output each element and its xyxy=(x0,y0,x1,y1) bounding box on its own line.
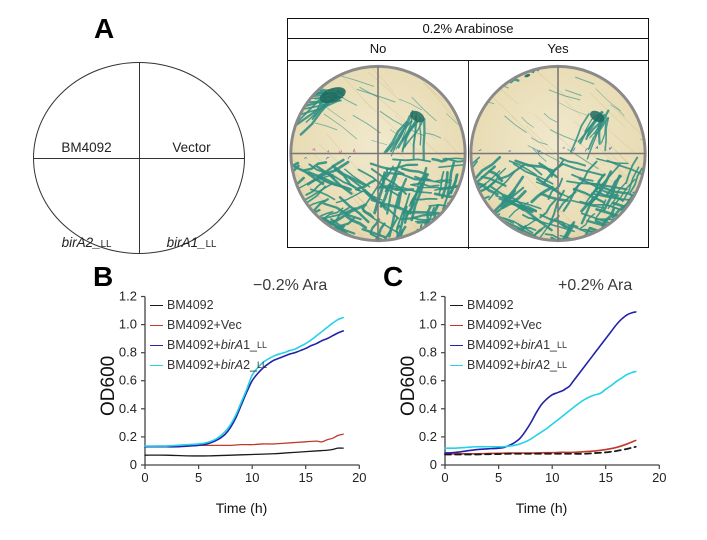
svg-text:1.0: 1.0 xyxy=(118,317,136,332)
svg-text:0.2: 0.2 xyxy=(418,429,436,444)
svg-text:0.4: 0.4 xyxy=(118,401,136,416)
svg-text:0.6: 0.6 xyxy=(418,373,436,388)
svg-text:0: 0 xyxy=(429,457,436,472)
svg-text:0: 0 xyxy=(441,470,448,485)
svg-text:5: 5 xyxy=(494,470,501,485)
svg-text:1.0: 1.0 xyxy=(418,317,436,332)
svg-text:0.4: 0.4 xyxy=(418,401,436,416)
svg-text:0.6: 0.6 xyxy=(118,373,136,388)
svg-text:10: 10 xyxy=(244,470,258,485)
svg-text:1.2: 1.2 xyxy=(118,289,136,304)
svg-text:10: 10 xyxy=(544,470,558,485)
svg-text:15: 15 xyxy=(298,470,312,485)
svg-text:20: 20 xyxy=(652,470,666,485)
svg-text:5: 5 xyxy=(194,470,201,485)
svg-text:20: 20 xyxy=(352,470,366,485)
svg-text:0.8: 0.8 xyxy=(118,345,136,360)
svg-text:0: 0 xyxy=(141,470,148,485)
svg-text:15: 15 xyxy=(598,470,612,485)
svg-text:0.8: 0.8 xyxy=(418,345,436,360)
svg-text:0.2: 0.2 xyxy=(118,429,136,444)
svg-text:0: 0 xyxy=(129,457,136,472)
svg-text:1.2: 1.2 xyxy=(418,289,436,304)
